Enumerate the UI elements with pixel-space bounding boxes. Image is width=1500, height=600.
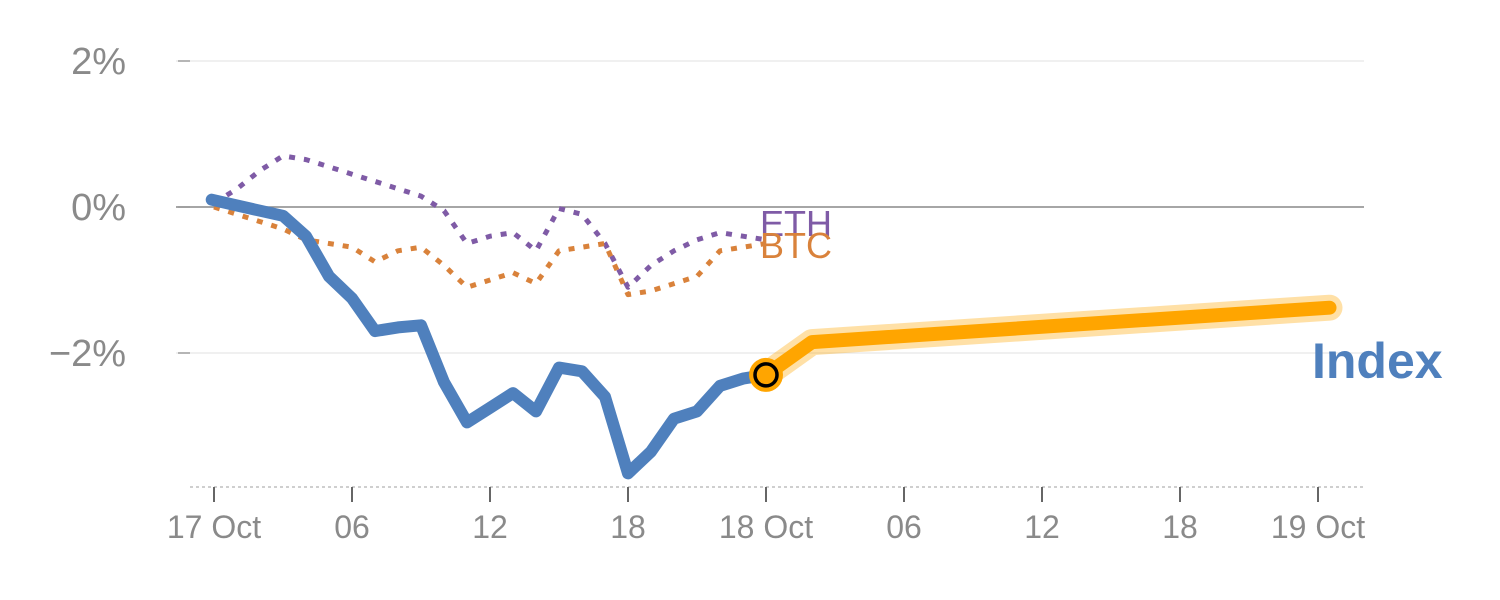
series-label-eth: ETH: [760, 203, 832, 244]
forecast-line: [759, 300, 1337, 382]
grid-layer: [176, 60, 1364, 354]
x-tick-label: 17 Oct: [167, 509, 261, 545]
x-tick-label: 18: [1162, 509, 1198, 545]
marker-layer: [749, 357, 783, 392]
axis-layer: 2% 0% −2% 17 Oct 06 12 18 18 Oct 06 12 18 19 Oct: [49, 41, 1366, 545]
y-tick-label: 2%: [71, 41, 126, 83]
y-tick-label: 0%: [71, 187, 126, 229]
x-tick-label: 18: [610, 509, 646, 545]
series-label-btc: BTC: [760, 225, 832, 266]
y-tick-label: −2%: [49, 333, 126, 375]
x-tick-label: 12: [1024, 509, 1060, 545]
current-point-marker: [753, 362, 779, 388]
x-tick-label: 18 Oct: [719, 509, 813, 545]
series-line-eth: [212, 153, 767, 290]
x-tick-label: 12: [472, 509, 508, 545]
label-layer: ETH BTC Index: [760, 203, 1443, 389]
x-tick-label: 06: [886, 509, 922, 545]
series-line-index: [205, 193, 772, 480]
x-tick-label: 19 Oct: [1271, 509, 1365, 545]
series-line-btc: [213, 204, 767, 298]
series-label-index: Index: [1312, 333, 1443, 389]
x-tick-label: 06: [334, 509, 370, 545]
series-layer: [205, 153, 1343, 480]
